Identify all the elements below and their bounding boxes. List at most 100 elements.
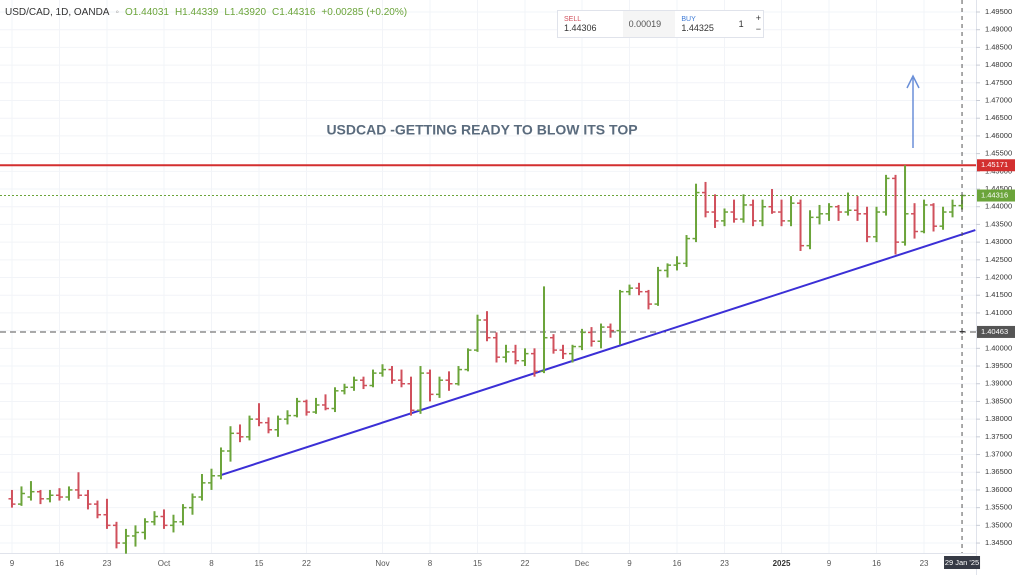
ohlc-bar [911, 203, 919, 239]
ohlc-bar [321, 394, 329, 411]
y-tick-label: 1.39000 [985, 379, 1012, 388]
y-tick-label: 1.41500 [985, 290, 1012, 299]
ohlc-bar [464, 348, 472, 372]
y-tick-label: 1.43000 [985, 237, 1012, 246]
x-tick-label: 23 [720, 559, 729, 568]
x-tick-label: 8 [428, 559, 433, 568]
ohlc-bar [797, 199, 805, 251]
ohlc-bar [293, 397, 301, 418]
ohlc-bar [892, 174, 900, 255]
x-tick-label: 23 [103, 559, 112, 568]
ohlc-bar [93, 500, 101, 519]
ohlc-bar [654, 266, 662, 306]
ohlc-bar [169, 514, 177, 533]
y-tick-label: 1.44000 [985, 202, 1012, 211]
level-label: 1.40463 [981, 327, 1008, 336]
x-tick-label: 16 [673, 559, 682, 568]
ohlc-bar [46, 489, 54, 503]
ohlc-bar [597, 323, 605, 349]
y-tick-label: 1.37500 [985, 432, 1012, 441]
ohlc-bar [188, 493, 196, 515]
y-tick-label: 1.42500 [985, 255, 1012, 264]
ohlc-bar [388, 366, 396, 384]
y-tick-label: 1.48000 [985, 60, 1012, 69]
ohlc-bar [179, 504, 187, 526]
y-tick-label: 1.37000 [985, 450, 1012, 459]
y-tick-label: 1.46500 [985, 113, 1012, 122]
ohlc-bar [331, 387, 339, 413]
plus[interactable]: + [755, 13, 761, 23]
x-tick-label: 22 [521, 559, 530, 568]
buy-button[interactable]: BUY 1.44325 [675, 11, 732, 37]
ohlc-bar [749, 199, 757, 227]
level-label-box [977, 325, 1015, 338]
ohlc-bar [711, 194, 719, 228]
x-tick-label: 2025 [773, 559, 791, 568]
ohlc-bar [150, 511, 158, 526]
level-label-box [977, 159, 1015, 172]
x-tick-label: Nov [375, 559, 389, 568]
x-tick-label: 9 [10, 559, 15, 568]
ohlc-bar [112, 521, 120, 549]
y-tick-label: 1.46000 [985, 131, 1012, 140]
ohlc-bar [607, 323, 615, 338]
x-tick-label: 15 [255, 559, 264, 568]
x-tick-label: 23 [920, 559, 929, 568]
ohlc-bar [768, 189, 776, 214]
y-tick-label: 1.47000 [985, 95, 1012, 104]
ohlc-bar [27, 481, 35, 501]
ohlc-bar [664, 263, 672, 278]
y-tick-label: 1.35500 [985, 503, 1012, 512]
x-tick-label: 16 [55, 559, 64, 568]
ohlc-bar [312, 397, 320, 414]
ohlc-bar [920, 199, 928, 234]
y-tick-label: 1.49500 [985, 7, 1012, 16]
ohlc-bar [483, 311, 491, 342]
sell-price: 1.44306 [564, 22, 597, 33]
stepper: + − [754, 11, 763, 37]
ohlc-bar [673, 256, 681, 271]
ohlc-bar [721, 208, 729, 227]
ohlc-bar [835, 204, 843, 221]
ohlc-bar [207, 468, 215, 490]
ohlc-bar [702, 181, 710, 218]
sell-label: SELL [564, 15, 582, 23]
y-tick-label: 1.34500 [985, 538, 1012, 547]
ohlc-bar [493, 332, 501, 363]
ohlc-bar [435, 376, 443, 398]
ohlc-bar [74, 472, 82, 499]
y-tick-label: 1.41000 [985, 308, 1012, 317]
ohlc-bar [645, 289, 653, 310]
crosshair-x-label: 29 Jan '25 [945, 558, 979, 567]
ohlc-bar [569, 344, 577, 363]
ohlc-bar [521, 348, 529, 367]
quantity[interactable]: 1 [738, 19, 744, 29]
level-label: 1.44316 [981, 191, 1008, 200]
ohlc-bar [578, 328, 586, 351]
ohlc-bar [550, 334, 558, 354]
ohlc-bar [759, 199, 767, 227]
y-tick-label: 1.35000 [985, 520, 1012, 529]
ohlc-bar [369, 369, 377, 388]
ohlc-bar [84, 489, 92, 510]
ohlc-bar [65, 486, 73, 501]
ohlc-bar [416, 366, 424, 414]
ohlc-bar [122, 528, 130, 554]
minus[interactable]: − [755, 24, 761, 34]
ohlc-bar [844, 192, 852, 216]
sell-button[interactable]: SELL 1.44306 [558, 11, 623, 37]
ohlc-bar [730, 199, 738, 223]
ohlc-bar [873, 206, 881, 243]
ohlc-bar [787, 196, 795, 227]
ohlc-bar [588, 327, 596, 347]
open: O1.44031 [125, 7, 169, 18]
crosshair-x-box [944, 556, 981, 569]
ohlc-bar [531, 348, 539, 377]
ohlc-bar [635, 282, 643, 296]
ohlc-bar [816, 204, 824, 225]
ohlc-bar [806, 210, 814, 250]
annotation: USDCAD -GETTING READY TO BLOW ITS TOP [326, 122, 637, 138]
close: C1.44316 [272, 7, 316, 18]
